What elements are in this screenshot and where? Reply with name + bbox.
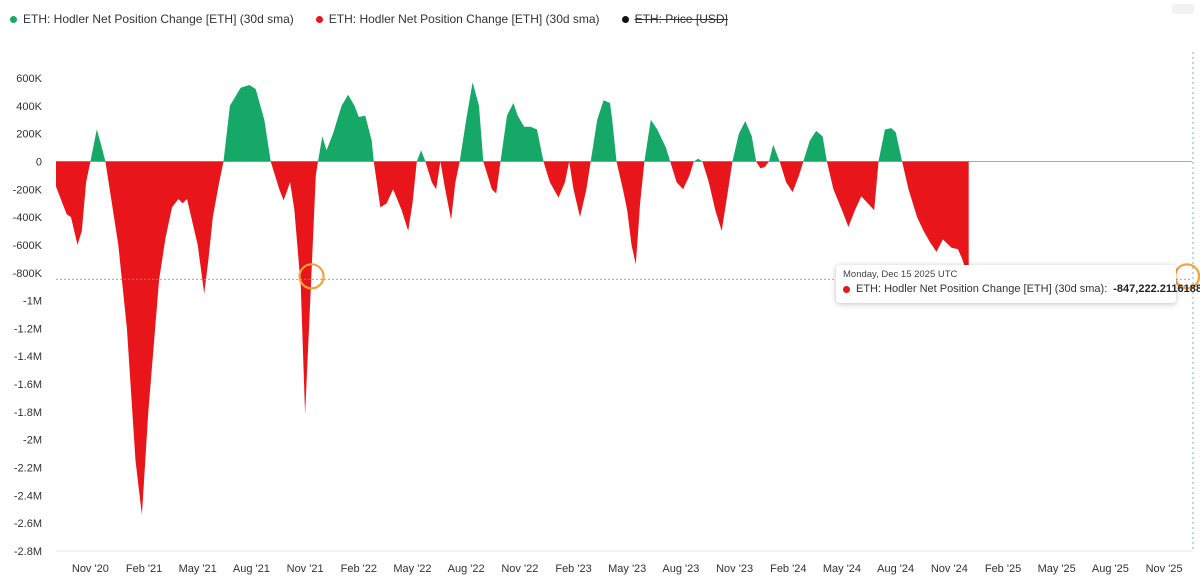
tooltip-value: -847,222.21161881 bbox=[1113, 283, 1200, 295]
negative-area bbox=[270, 161, 318, 415]
x-tick-label: Aug '22 bbox=[448, 563, 485, 575]
y-tick-label: -200K bbox=[13, 184, 43, 196]
positive-area bbox=[318, 94, 374, 162]
y-tick-label: -2.2M bbox=[14, 463, 42, 475]
tooltip-date: Monday, Dec 15 2025 UTC bbox=[843, 269, 958, 280]
positive-area bbox=[803, 130, 827, 162]
negative-area bbox=[702, 161, 733, 231]
x-tick-label: Feb '24 bbox=[770, 563, 806, 575]
tooltip: Monday, Dec 15 2025 UTC ETH: Hodler Net … bbox=[836, 265, 1200, 303]
positive-area bbox=[459, 82, 484, 162]
y-tick-label: 0 bbox=[36, 156, 42, 168]
legend-item-price[interactable]: ETH: Price [USD] bbox=[621, 12, 728, 26]
x-tick-label: Nov '23 bbox=[716, 563, 753, 575]
negative-area bbox=[373, 161, 417, 231]
y-tick-label: -1.4M bbox=[14, 351, 42, 363]
y-tick-label: -1M bbox=[23, 296, 42, 308]
x-tick-label: May '24 bbox=[823, 563, 861, 575]
positive-area bbox=[878, 128, 903, 162]
legend-item-negative[interactable]: ETH: Hodler Net Position Change [ETH] (3… bbox=[315, 12, 600, 26]
y-tick-label: -2M bbox=[23, 435, 42, 447]
y-tick-label: 200K bbox=[16, 129, 42, 141]
x-tick-label: May '23 bbox=[608, 563, 646, 575]
y-tick-label: -600K bbox=[13, 240, 43, 252]
tooltip-series-label: ETH: Hodler Net Position Change [ETH] (3… bbox=[856, 283, 1108, 295]
positive-area bbox=[644, 119, 671, 162]
x-tick-label: Aug '24 bbox=[877, 563, 914, 575]
x-tick-label: Feb '23 bbox=[555, 563, 591, 575]
x-tick-label: May '25 bbox=[1038, 563, 1076, 575]
positive-area bbox=[590, 100, 617, 162]
x-tick-label: Nov '21 bbox=[287, 563, 324, 575]
x-tick-label: Feb '22 bbox=[341, 563, 377, 575]
legend-label-price: ETH: Price [USD] bbox=[634, 12, 728, 26]
x-tick-label: Aug '23 bbox=[662, 563, 699, 575]
x-tick-label: Aug '21 bbox=[233, 563, 270, 575]
x-tick-label: May '22 bbox=[393, 563, 431, 575]
y-tick-label: -2.4M bbox=[14, 490, 42, 502]
positive-area bbox=[223, 85, 271, 162]
y-tick-label: -2.6M bbox=[14, 518, 42, 530]
legend-dot-green bbox=[10, 15, 17, 23]
positive-area bbox=[732, 121, 757, 162]
y-tick-label: -1.2M bbox=[14, 323, 42, 335]
y-tick-label: -1.6M bbox=[14, 379, 42, 391]
legend: ETH: Hodler Net Position Change [ETH] (3… bbox=[10, 12, 728, 26]
y-tick-label: -400K bbox=[13, 212, 43, 224]
positive-area bbox=[769, 144, 780, 162]
negative-area bbox=[670, 161, 694, 190]
chart-menu-button[interactable] bbox=[1172, 4, 1194, 14]
y-tick-label: -1.8M bbox=[14, 407, 42, 419]
legend-label-negative: ETH: Hodler Net Position Change [ETH] (3… bbox=[328, 12, 600, 26]
y-tick-label: -2.8M bbox=[14, 546, 42, 558]
x-tick-label: Nov '22 bbox=[501, 563, 538, 575]
y-tick-label: 600K bbox=[16, 73, 42, 85]
positive-area bbox=[416, 150, 426, 162]
x-tick-label: Nov '20 bbox=[72, 563, 109, 575]
x-tick-label: May '21 bbox=[179, 563, 217, 575]
negative-area bbox=[902, 161, 969, 280]
legend-dot-price bbox=[621, 15, 629, 23]
positive-area bbox=[693, 158, 703, 162]
highlight-circle bbox=[298, 263, 325, 290]
tooltip-dot-red bbox=[843, 285, 850, 293]
legend-item-positive[interactable]: ETH: Hodler Net Position Change [ETH] (3… bbox=[10, 12, 294, 26]
y-tick-label: 400K bbox=[16, 101, 42, 113]
negative-area bbox=[425, 161, 460, 220]
x-tick-label: Feb '21 bbox=[126, 563, 162, 575]
negative-area bbox=[105, 161, 224, 515]
negative-area bbox=[56, 161, 91, 245]
positive-area bbox=[90, 129, 106, 162]
x-tick-label: Feb '25 bbox=[985, 563, 1021, 575]
x-tick-label: Nov '24 bbox=[931, 563, 968, 575]
negative-area bbox=[826, 161, 879, 227]
tooltip-row: ETH: Hodler Net Position Change [ETH] (3… bbox=[843, 283, 1200, 295]
x-tick-label: Nov '25 bbox=[1146, 563, 1183, 575]
negative-area bbox=[543, 161, 591, 218]
positive-area bbox=[500, 103, 544, 162]
y-tick-label: -800K bbox=[13, 268, 43, 280]
legend-dot-red bbox=[315, 15, 323, 23]
negative-area bbox=[483, 161, 501, 194]
negative-area bbox=[779, 161, 804, 193]
x-tick-label: Aug '25 bbox=[1092, 563, 1129, 575]
negative-area bbox=[616, 161, 645, 265]
negative-area bbox=[756, 161, 769, 169]
legend-label-positive: ETH: Hodler Net Position Change [ETH] (3… bbox=[23, 12, 294, 26]
